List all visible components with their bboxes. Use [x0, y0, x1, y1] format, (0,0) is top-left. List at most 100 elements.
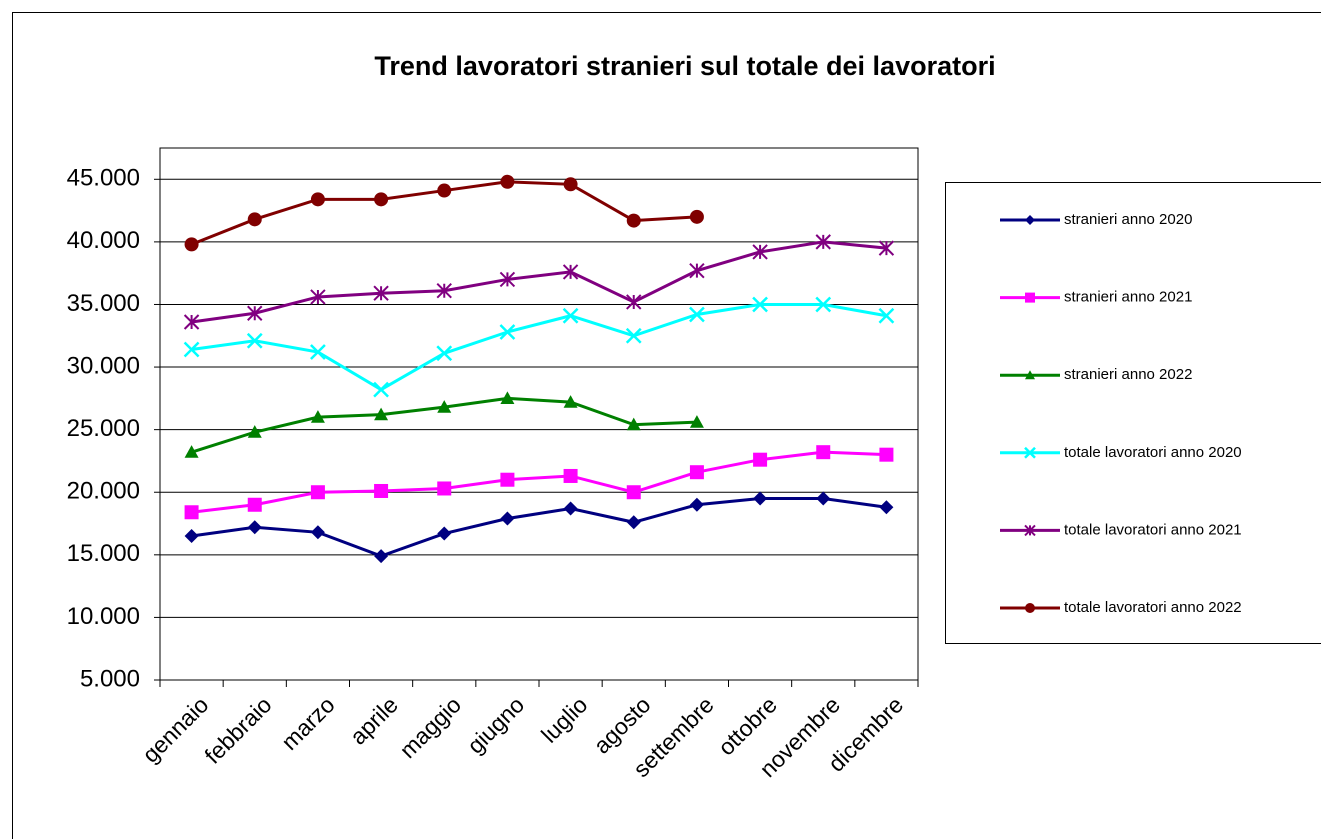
marker [247, 305, 263, 321]
marker [1024, 524, 1036, 537]
marker [815, 234, 831, 250]
marker [373, 381, 389, 398]
marker [816, 445, 831, 460]
x-tick-label: maggio [394, 691, 466, 763]
legend-entry: stranieri anno 2020 [1000, 211, 1192, 228]
x-tick-label: gennaio [137, 691, 213, 767]
y-tick-label: 5.000 [80, 665, 140, 692]
marker [184, 445, 199, 458]
y-tick-label: 40.000 [67, 227, 140, 254]
y-tick-label: 15.000 [67, 540, 140, 567]
marker [310, 410, 325, 423]
legend-entry: totale lavoratori anno 2020 [1000, 444, 1242, 461]
marker [815, 296, 832, 313]
chart-title: Trend lavoratori stranieri sul totale de… [374, 51, 995, 81]
marker [1025, 292, 1035, 303]
marker [626, 515, 641, 530]
marker [879, 500, 894, 515]
marker [563, 501, 578, 516]
marker [689, 209, 704, 224]
marker [436, 345, 453, 362]
y-tick-label: 20.000 [67, 478, 140, 505]
y-tick-label: 30.000 [67, 352, 140, 379]
marker [753, 452, 768, 467]
series-line [191, 302, 887, 392]
marker [626, 485, 641, 500]
marker [689, 415, 704, 428]
y-tick-label: 10.000 [67, 603, 140, 630]
marker [562, 307, 579, 324]
marker [437, 183, 452, 198]
marker [500, 511, 515, 526]
chart-frame [12, 12, 1321, 839]
marker [499, 271, 516, 288]
marker [310, 525, 325, 540]
y-tick-label: 25.000 [67, 415, 140, 442]
marker [184, 237, 199, 252]
marker [500, 391, 515, 404]
marker [310, 485, 325, 500]
marker [310, 289, 326, 305]
marker [184, 529, 199, 544]
marker [1025, 603, 1035, 613]
marker [1024, 446, 1036, 459]
legend-label: stranieri anno 2020 [1064, 211, 1192, 228]
marker [500, 472, 515, 487]
marker [626, 213, 641, 228]
marker [626, 417, 641, 431]
legend-entry: totale lavoratori anno 2022 [1000, 599, 1242, 616]
marker [689, 465, 704, 480]
marker [1025, 370, 1035, 380]
legend-label: stranieri anno 2021 [1064, 289, 1192, 306]
marker [563, 395, 578, 408]
marker [184, 505, 199, 520]
marker [753, 491, 768, 506]
marker [374, 407, 389, 421]
y-tick-label: 35.000 [67, 290, 140, 317]
marker [879, 447, 894, 462]
marker [625, 327, 642, 344]
marker [374, 192, 389, 207]
legend-entry: totale lavoratori anno 2021 [1000, 521, 1242, 538]
series-line [191, 240, 887, 324]
marker [689, 306, 705, 323]
marker [563, 468, 578, 483]
legend-box [945, 182, 1321, 644]
marker [183, 314, 200, 330]
series-line [191, 496, 887, 558]
marker [816, 491, 831, 506]
y-tick-label: 45.000 [67, 165, 140, 192]
marker [437, 400, 452, 413]
marker [1025, 215, 1035, 225]
marker [437, 481, 452, 496]
series-line [191, 450, 887, 514]
x-tick-label: giugno [462, 691, 529, 758]
marker [878, 240, 895, 256]
plot-area [159, 147, 919, 681]
marker [246, 332, 263, 349]
marker [183, 341, 200, 358]
marker [310, 192, 325, 207]
marker [499, 324, 516, 340]
marker [562, 264, 579, 280]
x-tick-label: aprile [345, 691, 403, 749]
marker [436, 282, 452, 299]
legend-label: totale lavoratori anno 2020 [1064, 444, 1242, 461]
marker [500, 174, 515, 189]
x-tick-label: marzo [276, 691, 340, 755]
marker [374, 483, 389, 498]
legend-label: stranieri anno 2022 [1064, 366, 1192, 383]
marker [374, 549, 389, 564]
marker [626, 294, 642, 310]
marker [752, 296, 768, 313]
marker [247, 520, 262, 535]
legend-entry: stranieri anno 2022 [1000, 366, 1192, 383]
legend-label: totale lavoratori anno 2021 [1064, 521, 1242, 538]
marker [247, 425, 262, 438]
marker [689, 497, 704, 512]
marker [247, 212, 262, 227]
marker [247, 497, 262, 512]
marker [437, 526, 452, 541]
x-tick-label: febbraio [199, 691, 276, 768]
